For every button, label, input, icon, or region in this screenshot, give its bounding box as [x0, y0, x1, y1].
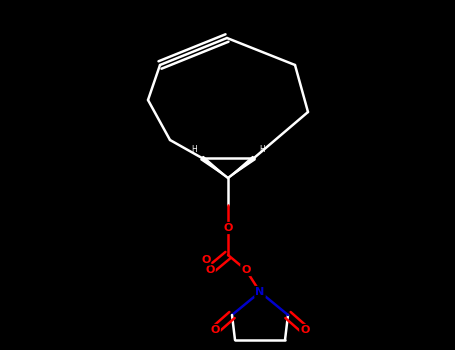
Text: O: O	[210, 325, 220, 335]
Polygon shape	[228, 156, 255, 178]
Text: O: O	[300, 325, 310, 335]
Text: O: O	[223, 223, 233, 233]
Text: N: N	[255, 287, 265, 297]
Text: H: H	[259, 146, 265, 154]
Text: H: H	[191, 146, 197, 154]
Text: O: O	[205, 265, 215, 275]
Text: O: O	[241, 265, 251, 275]
Polygon shape	[201, 156, 228, 178]
Text: O: O	[201, 255, 211, 265]
